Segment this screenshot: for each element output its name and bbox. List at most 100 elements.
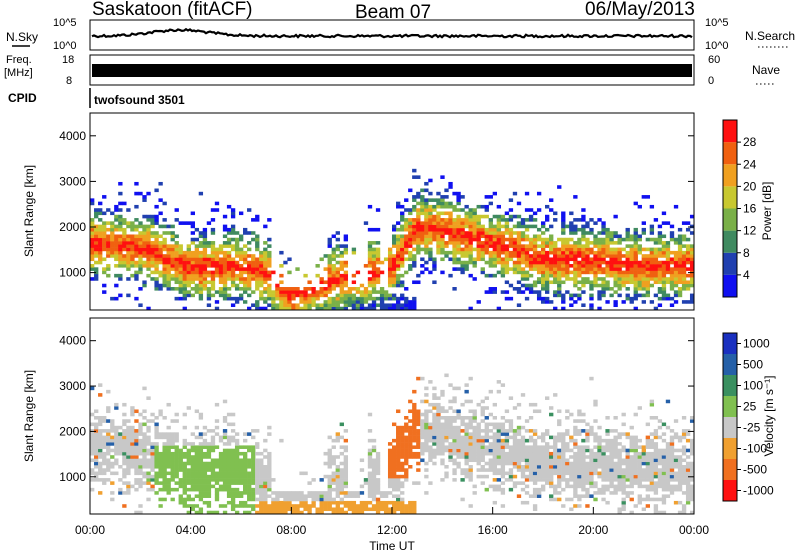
power-cell bbox=[130, 221, 135, 225]
power-cell bbox=[448, 231, 453, 235]
power-cell bbox=[375, 247, 381, 252]
power-cell bbox=[524, 247, 530, 252]
velocity-cell bbox=[536, 458, 542, 463]
power-cell bbox=[138, 224, 143, 229]
power-cell bbox=[480, 250, 485, 255]
velocity-cell bbox=[496, 380, 502, 384]
power-cell bbox=[230, 283, 236, 288]
velocity-cell bbox=[532, 481, 538, 485]
velocity-cell bbox=[210, 474, 216, 479]
power-cell bbox=[569, 296, 574, 301]
power-cell bbox=[222, 264, 228, 268]
power-cell bbox=[170, 277, 175, 281]
velocity-cell bbox=[681, 451, 687, 456]
velocity-cell bbox=[524, 458, 530, 463]
power-cell bbox=[371, 280, 377, 285]
velocity-cell bbox=[359, 500, 365, 505]
power-cell bbox=[464, 231, 469, 235]
power-cell bbox=[649, 254, 655, 258]
velocity-cell bbox=[387, 481, 393, 485]
velocity-cell bbox=[577, 458, 582, 463]
velocity-cell bbox=[480, 435, 485, 440]
velocity-cell bbox=[565, 481, 570, 485]
power-cell bbox=[573, 247, 578, 252]
velocity-cell bbox=[448, 448, 453, 453]
velocity-cell bbox=[408, 425, 413, 430]
velocity-cell bbox=[214, 425, 220, 430]
power-cell bbox=[621, 254, 626, 258]
velocity-cell bbox=[138, 445, 143, 449]
power-cell bbox=[673, 290, 679, 294]
velocity-cell bbox=[154, 451, 159, 456]
power-cell bbox=[335, 303, 340, 308]
velocity-cell bbox=[484, 435, 489, 440]
power-cell bbox=[408, 227, 413, 232]
velocity-cell bbox=[190, 448, 195, 453]
power-cell bbox=[174, 260, 179, 265]
power-cell bbox=[561, 227, 566, 232]
power-cell bbox=[420, 224, 425, 229]
power-cell bbox=[649, 227, 655, 232]
velocity-cell bbox=[549, 497, 554, 502]
velocity-cell bbox=[468, 474, 473, 479]
velocity-cell bbox=[617, 471, 622, 476]
power-cell bbox=[206, 273, 212, 278]
velocity-cell bbox=[323, 494, 328, 498]
power-cell bbox=[545, 287, 550, 291]
power-cell bbox=[174, 264, 179, 268]
power-cell bbox=[561, 273, 566, 278]
power-cell bbox=[126, 260, 131, 265]
power-cell bbox=[681, 287, 687, 291]
velocity-cell bbox=[573, 438, 578, 443]
velocity-cell bbox=[162, 416, 167, 420]
velocity-cell bbox=[170, 468, 175, 472]
power-cell bbox=[259, 267, 264, 271]
velocity-cell bbox=[661, 455, 667, 459]
velocity-cell bbox=[178, 497, 183, 502]
power-cell bbox=[279, 303, 284, 308]
velocity-cell bbox=[295, 491, 300, 495]
power-cell bbox=[247, 287, 252, 291]
velocity-cell bbox=[645, 504, 651, 508]
power-cell bbox=[210, 247, 216, 252]
velocity-cell bbox=[194, 504, 200, 508]
velocity-cell bbox=[174, 455, 179, 459]
velocity-cell bbox=[154, 461, 159, 466]
power-cell bbox=[255, 300, 260, 304]
power-cell bbox=[492, 224, 497, 229]
power-cell bbox=[323, 267, 328, 271]
velocity-cell bbox=[279, 438, 284, 443]
velocity-cell bbox=[122, 429, 127, 433]
power-cell bbox=[371, 287, 377, 291]
power-cell bbox=[190, 267, 195, 271]
power-cell bbox=[134, 296, 139, 301]
power-cell bbox=[263, 300, 268, 304]
power-cell bbox=[416, 195, 421, 199]
power-cell bbox=[259, 273, 264, 278]
velocity-cell bbox=[170, 438, 175, 443]
velocity-cell bbox=[492, 445, 497, 449]
power-cell bbox=[444, 195, 449, 199]
velocity-cell bbox=[154, 445, 159, 449]
power-cell bbox=[275, 293, 280, 298]
power-cell bbox=[500, 218, 506, 222]
power-cell bbox=[512, 254, 518, 258]
velocity-cell bbox=[142, 461, 147, 466]
power-cell bbox=[436, 241, 441, 245]
power-cell bbox=[633, 250, 638, 255]
velocity-cell bbox=[641, 445, 646, 449]
power-cell bbox=[267, 303, 272, 308]
velocity-cell bbox=[500, 438, 506, 443]
power-cell bbox=[400, 204, 405, 209]
velocity-cell bbox=[178, 478, 183, 482]
velocity-cell bbox=[516, 438, 522, 443]
velocity-cell bbox=[569, 448, 574, 453]
velocity-cell bbox=[335, 481, 340, 485]
velocity-cell bbox=[142, 409, 147, 414]
power-cell bbox=[387, 260, 393, 265]
velocity-cell bbox=[299, 504, 304, 508]
power-cell bbox=[343, 290, 349, 294]
power-cell bbox=[468, 260, 473, 265]
velocity-cell bbox=[589, 484, 594, 489]
velocity-cell bbox=[557, 419, 562, 423]
